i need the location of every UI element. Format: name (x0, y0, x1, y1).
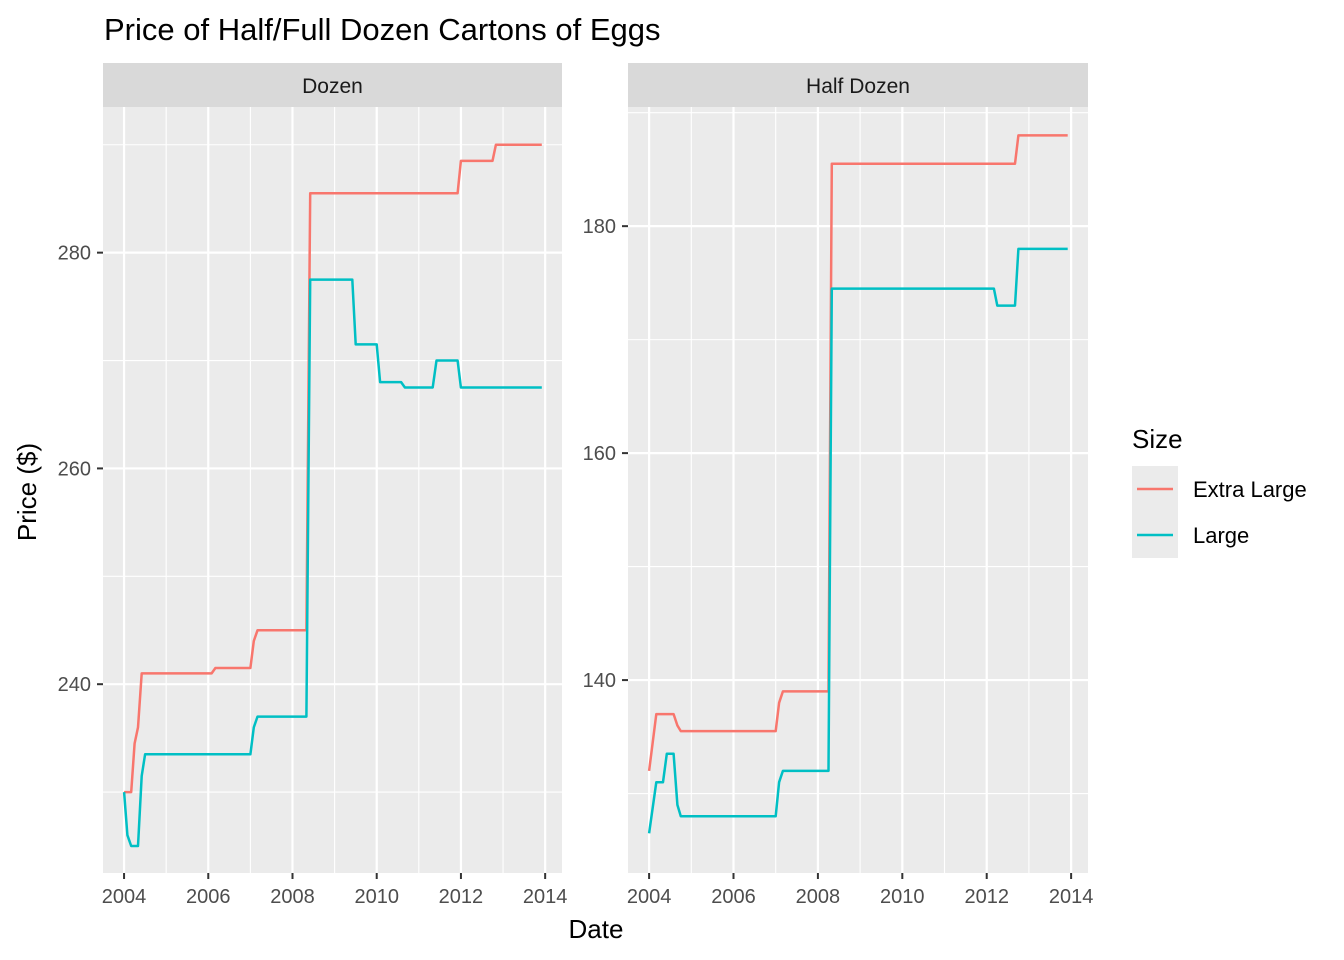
y-tick-label: 260 (58, 458, 91, 480)
series-dozen (122, 143, 542, 848)
x-tick-label: 2006 (186, 886, 231, 908)
series-line-extra-large-half-dozen (647, 134, 1068, 772)
ticks-half-dozen: 2004 2006 2008 2010 2012 2014 140 160 180 (583, 216, 1094, 908)
y-tick-label: 160 (583, 443, 616, 465)
panel-half-dozen-background (628, 107, 1088, 873)
grid-half-dozen (628, 107, 1088, 873)
panel-half-dozen: Half Dozen 2004 2006 2008 2010 2012 2014 140 16… (583, 63, 1094, 908)
series-line-large-dozen (122, 278, 542, 848)
x-tick-label: 2010 (880, 886, 925, 908)
y-tick-label: 180 (583, 216, 616, 238)
x-tick-label: 2004 (627, 886, 672, 908)
x-tick-label: 2004 (102, 886, 147, 908)
x-tick-label: 2012 (964, 886, 1009, 908)
strip-label-dozen: Dozen (302, 75, 363, 98)
legend-title: Size (1132, 424, 1183, 454)
legend: Size Extra Large Large (1132, 424, 1307, 558)
ticks-dozen: 2004 2006 2008 2010 2012 2014 240 260 280 (58, 243, 568, 908)
x-tick-label: 2008 (270, 886, 315, 908)
panel-dozen-background (103, 107, 562, 873)
panel-dozen: Dozen 2004 2006 2008 2010 2012 2014 240 260 280 (58, 63, 568, 908)
x-tick-label: 2006 (711, 886, 756, 908)
y-tick-label: 280 (58, 243, 91, 265)
strip-label-half-dozen: Half Dozen (806, 75, 910, 98)
x-tick-label: 2010 (354, 886, 399, 908)
series-line-extra-large-dozen (124, 143, 542, 794)
x-axis-label: Date (569, 914, 624, 944)
x-tick-label: 2014 (1049, 886, 1094, 908)
x-tick-label: 2014 (523, 886, 568, 908)
y-tick-label: 140 (583, 670, 616, 692)
chart-title: Price of Half/Full Dozen Cartons of Eggs (104, 12, 661, 47)
series-line-large-half-dozen (647, 247, 1068, 834)
series-half-dozen (647, 134, 1068, 834)
grid-dozen (103, 107, 562, 873)
y-axis-label: Price ($) (12, 443, 42, 541)
x-tick-label: 2012 (439, 886, 484, 908)
strip-half-dozen-background (628, 63, 1088, 107)
x-tick-label: 2008 (796, 886, 841, 908)
strip-dozen-background (103, 63, 562, 107)
legend-label-extra-large: Extra Large (1193, 477, 1307, 502)
y-tick-label: 240 (58, 674, 91, 696)
legend-label-large: Large (1193, 523, 1249, 548)
